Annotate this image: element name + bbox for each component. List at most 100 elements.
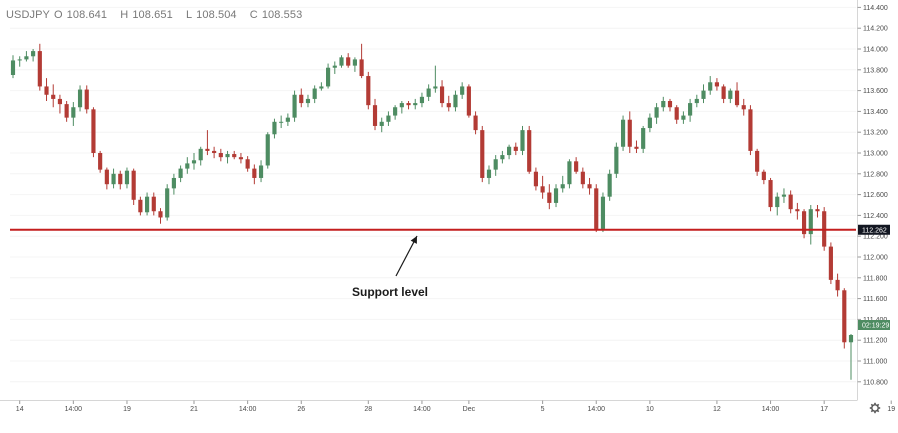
price-tick-label: 112.000 — [863, 255, 888, 262]
candle-body — [694, 98, 699, 104]
candle-body — [352, 59, 357, 66]
candle-body — [426, 88, 431, 97]
candle-body — [198, 148, 203, 161]
gear-icon-ring — [871, 404, 879, 412]
candle-body — [734, 90, 740, 106]
candle-body — [232, 154, 237, 158]
time-axis[interactable]: 14 14:00 19 21 14:00 26 28 14:00 Dec 5 14:00 10 12 14… — [0, 400, 898, 414]
close-label: C — [249, 9, 258, 21]
candle-body — [795, 209, 800, 212]
candle-body — [460, 86, 465, 95]
support-price-label: 112.262 — [862, 227, 887, 234]
candle-body — [721, 86, 726, 99]
candle-body — [748, 109, 753, 151]
candle-body — [453, 94, 458, 108]
candle-body — [594, 188, 599, 229]
candle-body — [104, 169, 109, 185]
candle-body — [386, 115, 391, 122]
candle-body — [627, 119, 632, 147]
time-tick-label: 28 — [364, 406, 372, 413]
time-tick-label: 19 — [887, 406, 895, 413]
candle-body — [553, 188, 559, 203]
candle-body — [513, 146, 518, 151]
price-tick-label: 111.200 — [863, 338, 887, 345]
candle-body — [661, 101, 666, 108]
candle-body — [406, 103, 411, 106]
time-tick-label: Dec — [463, 406, 476, 413]
candle-body — [681, 115, 686, 120]
candle-body — [305, 98, 311, 104]
price-tick-label: 110.800 — [863, 379, 888, 386]
open-value: 108.641 — [66, 9, 108, 21]
candle-body — [258, 165, 264, 178]
candle-body — [346, 57, 351, 66]
price-tick-label: 113.000 — [863, 151, 888, 158]
price-tick-label: 113.600 — [863, 88, 888, 95]
gear-icon-tooth — [876, 409, 880, 413]
price-tick-label: 111.600 — [863, 296, 887, 303]
candle-body — [218, 153, 223, 158]
price-axis[interactable]: 114.400 114.200 114.000 113.800 113.600 113.4… — [857, 0, 891, 400]
candle-body — [493, 159, 498, 170]
candle-body — [31, 51, 36, 57]
candle-body — [272, 121, 277, 135]
candle-body — [319, 86, 324, 89]
candle-body — [647, 117, 652, 129]
time-tick-label: 14:00 — [587, 406, 605, 413]
candle-body — [654, 107, 659, 118]
gridlines — [10, 6, 856, 383]
candle-body — [10, 60, 16, 75]
candle-body — [781, 194, 787, 197]
time-tick-label: 14:00 — [65, 406, 83, 413]
candle-body — [359, 59, 364, 77]
candle-body — [51, 94, 56, 99]
candle-body — [279, 121, 284, 123]
candle-body — [580, 171, 585, 185]
price-tick-label: 113.800 — [863, 67, 888, 74]
open-label: O — [54, 9, 63, 21]
candle-body — [124, 170, 130, 185]
candle-body — [225, 154, 230, 158]
ohlc-legend: USDJPY O 108.641 H 108.651 L 108.504 C 108.55… — [6, 9, 306, 21]
candle-body — [312, 88, 317, 99]
candle-body — [292, 94, 297, 118]
candle-body — [252, 168, 257, 178]
candle-body — [285, 117, 290, 122]
candle-body — [741, 105, 746, 110]
candle-body — [533, 171, 538, 187]
symbol-label: USDJPY — [6, 9, 50, 21]
annotation-arrow-shaft — [395, 235, 418, 277]
current-price-badge — [858, 320, 890, 330]
candle-body — [339, 57, 344, 66]
candle-body — [667, 101, 673, 108]
low-label: L — [185, 9, 193, 21]
candle-body — [238, 157, 244, 160]
candle-body — [91, 109, 96, 153]
candle-body — [64, 104, 69, 118]
time-tick-label: 14 — [16, 406, 24, 413]
candle-body — [433, 86, 438, 89]
candle-body — [372, 105, 378, 126]
candle-body — [815, 209, 820, 212]
candle-body — [634, 146, 639, 149]
candle-body — [446, 103, 451, 108]
time-tick-label: 26 — [297, 406, 305, 413]
price-tick-label: 112.600 — [863, 192, 888, 199]
candle-body — [473, 115, 478, 131]
gear-icon-tooth — [876, 403, 880, 407]
candle-body — [607, 173, 612, 197]
low-value: 108.504 — [196, 9, 237, 21]
gear-icon[interactable] — [869, 402, 881, 414]
gear-icon-tooth — [870, 403, 874, 407]
candle-body — [165, 188, 170, 218]
support-price-badge — [858, 224, 890, 235]
candle-body — [714, 82, 719, 87]
candle-body — [439, 86, 445, 104]
candle-body — [332, 65, 337, 68]
annotation-label: Support level — [352, 285, 428, 299]
price-tick-label: 112.400 — [863, 213, 888, 220]
candle-body — [728, 90, 733, 99]
candle-body — [708, 82, 713, 91]
